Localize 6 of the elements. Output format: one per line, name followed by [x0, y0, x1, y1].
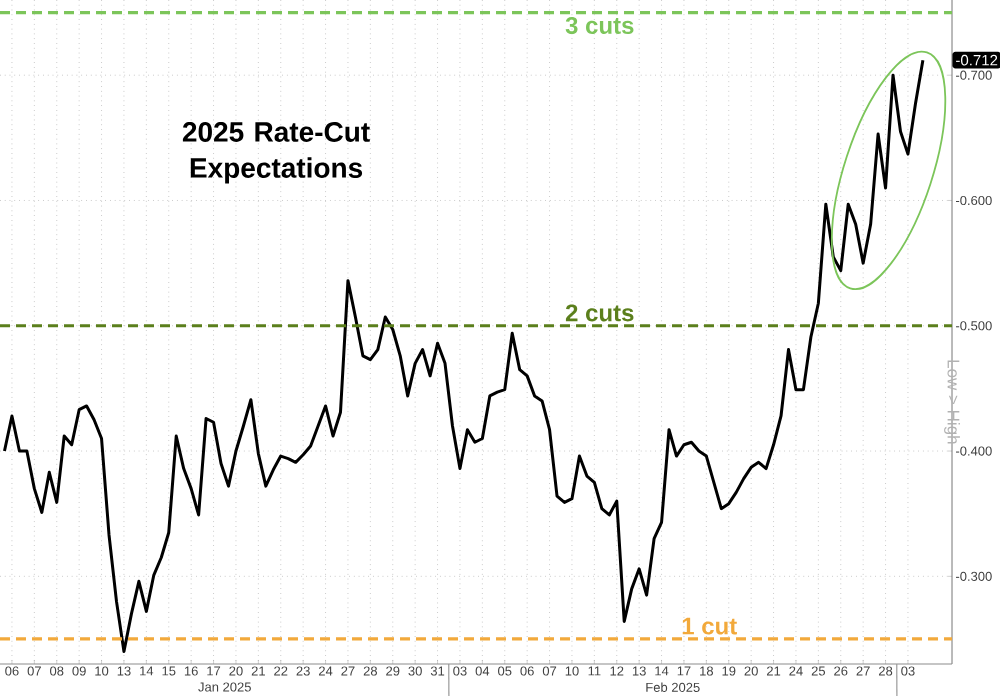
ref-line-label: 2 cuts — [565, 304, 634, 322]
ref-line-label: 3 cuts — [565, 16, 634, 34]
line-series — [2, 58, 925, 653]
ref-line-label: 1 cut — [682, 617, 737, 635]
y-axis-title: Low > High — [944, 360, 960, 444]
text: 2025 Rate-Cut Expectations — [182, 122, 370, 184]
